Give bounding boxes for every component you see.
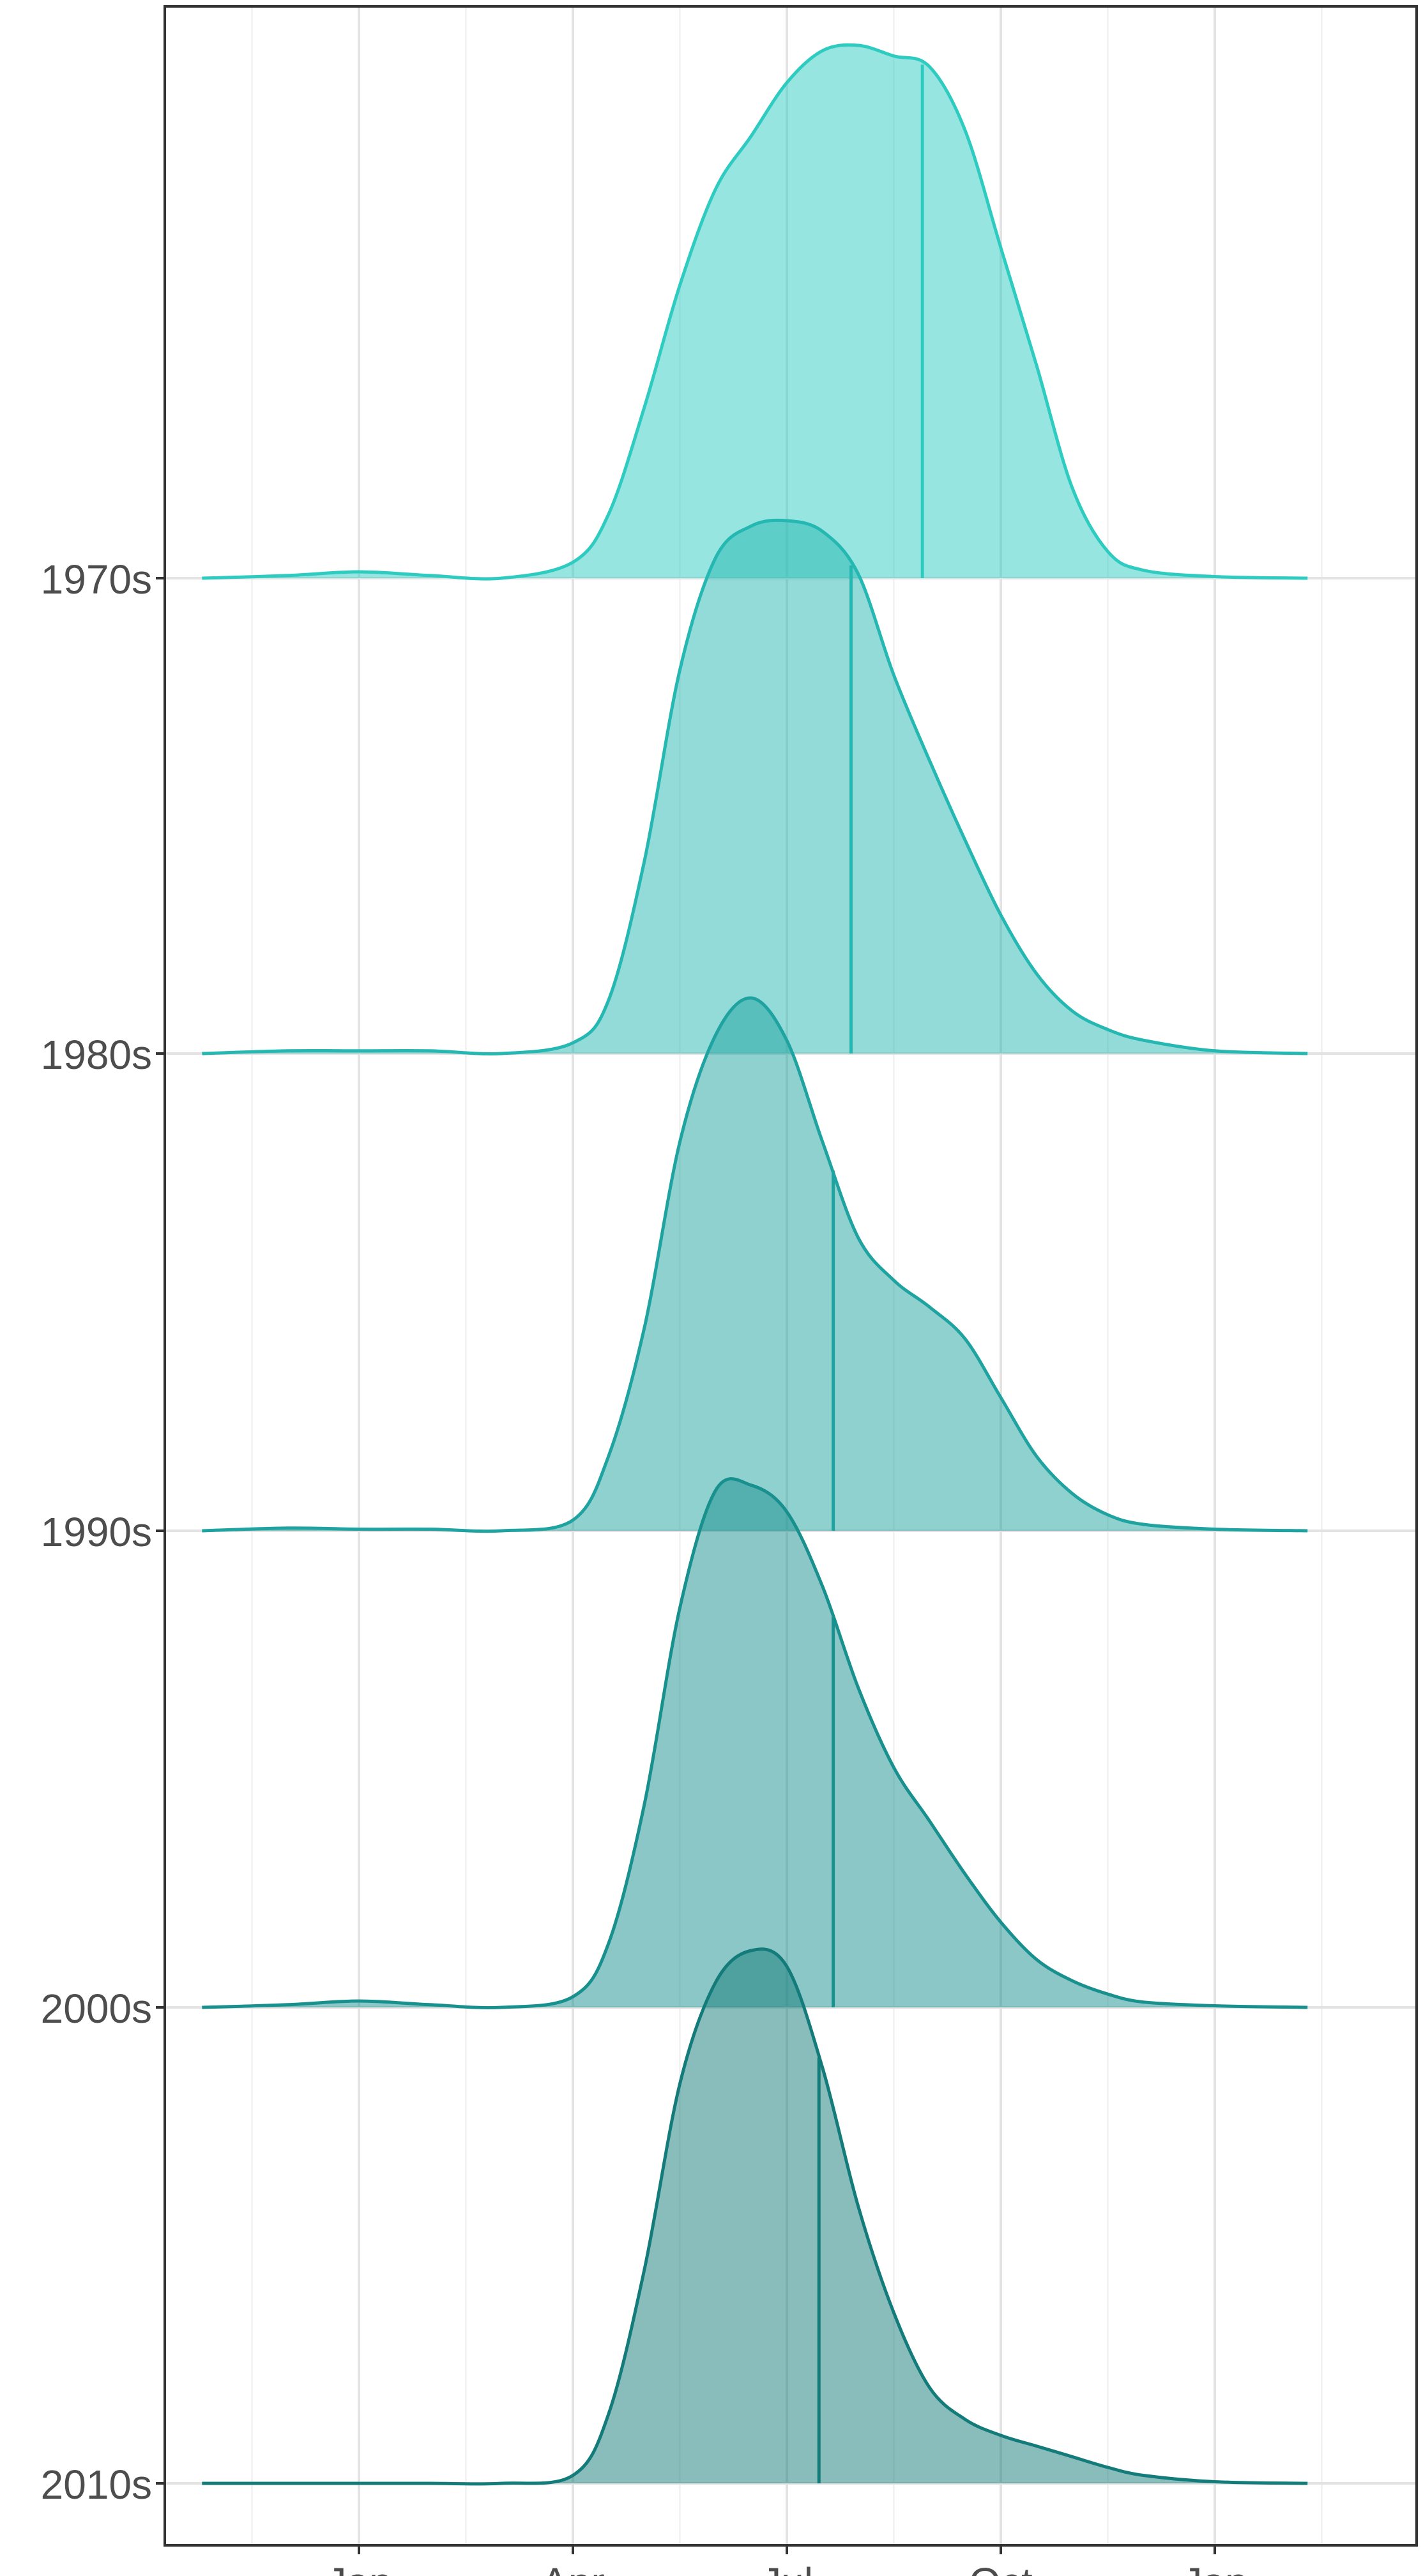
ridge-area — [202, 1478, 1308, 2008]
ridge-1990s — [202, 996, 1308, 1533]
ridge-line — [202, 1477, 1308, 2010]
y-tick-label: 1970s — [41, 556, 152, 602]
x-axis: Jan Apr Jul Oct Jan — [326, 2545, 1248, 2576]
ridge-area — [202, 997, 1308, 1531]
panel-border — [164, 5, 1418, 2547]
ridge-line — [202, 518, 1308, 1055]
x-tick-label: Oct — [969, 2559, 1033, 2576]
y-tick-label: 1980s — [41, 1032, 152, 1078]
y-tick-label: 2010s — [41, 2462, 152, 2508]
x-tick-label: Jul — [761, 2559, 813, 2576]
ridge-area — [202, 45, 1308, 579]
x-tick-label: Jan — [1182, 2559, 1247, 2576]
ridge-2000s — [202, 1477, 1308, 2010]
ridge-1970s — [202, 43, 1308, 581]
x-tick-label: Apr — [541, 2559, 605, 2576]
ridge-line — [202, 996, 1308, 1533]
y-tick-label: 2000s — [41, 1986, 152, 2032]
ridges — [202, 43, 1308, 2486]
ridge-area — [202, 520, 1308, 1054]
x-tick-label: Jan — [326, 2559, 392, 2576]
y-tick-label: 1990s — [41, 1509, 152, 1555]
ridge-1980s — [202, 518, 1308, 1055]
ridge-line — [202, 43, 1308, 581]
ridge-area — [202, 1949, 1308, 2484]
ridge-2010s — [202, 1947, 1308, 2486]
y-axis: 1970s 1980s 1990s 2000s 2010s — [41, 556, 165, 2508]
ridge-line — [202, 1947, 1308, 2486]
